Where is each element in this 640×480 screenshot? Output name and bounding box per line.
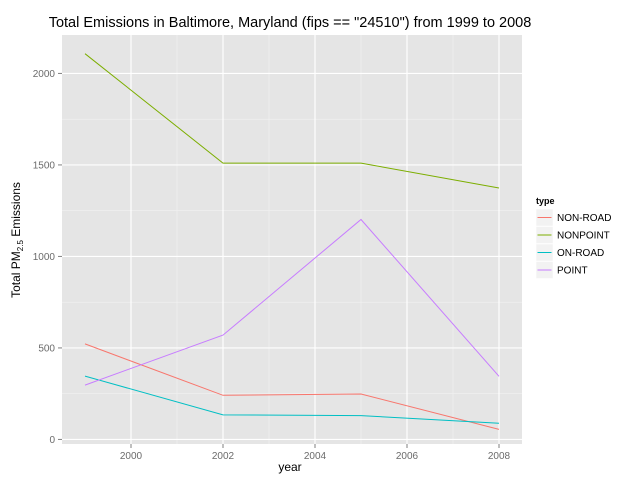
series-line-nonpoint: [84, 53, 500, 189]
x-tick-label: 2004: [304, 451, 327, 462]
chart-title: Total Emissions in Baltimore, Maryland (…: [49, 15, 532, 31]
legend-title: type: [536, 196, 555, 206]
y-axis-ticks: 0 500 1000 1500 2000: [33, 69, 62, 446]
y-axis-title: Total PM2.5 Emissions: [9, 182, 25, 298]
plot-panel: [62, 35, 522, 444]
series-line-on-road: [84, 375, 500, 424]
series-line-point: [84, 218, 500, 386]
legend-label-nonpoint: NONPOINT: [557, 231, 610, 242]
minor-gridlines: [62, 35, 522, 444]
x-tick-label: 2000: [120, 451, 143, 462]
series-layer: [84, 53, 500, 430]
x-tick-label: 2008: [488, 451, 511, 462]
y-axis-title-tail: Emissions: [9, 182, 23, 240]
y-tick-label: 1000: [33, 252, 56, 263]
legend-label-on-road: ON-ROAD: [557, 248, 604, 259]
y-tick-label: 0: [49, 435, 55, 446]
y-tick-label: 500: [38, 343, 55, 354]
y-axis-title-main: Total PM: [9, 251, 23, 298]
x-axis-ticks: 2000 2002 2004 2006 2008: [120, 444, 511, 462]
x-tick-label: 2002: [212, 451, 235, 462]
legend-label-non-road: NON-ROAD: [557, 213, 611, 224]
x-axis-title: year: [278, 460, 301, 474]
legend: type NON-ROAD NONPOINT ON-ROAD POINT: [535, 196, 611, 279]
series-line-non-road: [84, 343, 500, 430]
legend-label-point: POINT: [557, 266, 588, 277]
major-gridlines: [62, 35, 522, 444]
y-axis-title-subscript: 2.5: [16, 240, 25, 252]
y-tick-label: 1500: [33, 160, 56, 171]
x-tick-label: 2006: [396, 451, 419, 462]
y-tick-label: 2000: [33, 69, 56, 80]
